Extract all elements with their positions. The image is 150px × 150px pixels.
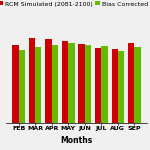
Bar — [29, 38, 35, 123]
Bar — [128, 43, 134, 123]
Bar — [85, 45, 91, 123]
Bar — [68, 43, 75, 123]
Bar — [52, 45, 58, 123]
Bar — [134, 47, 141, 123]
Bar — [19, 50, 25, 123]
Bar — [111, 49, 118, 123]
Bar — [12, 45, 19, 123]
Legend: RCM Simulated (2081-2100), Bias Corrected (2081-2: RCM Simulated (2081-2100), Bias Correcte… — [0, 1, 150, 6]
Bar — [95, 48, 101, 123]
X-axis label: Months: Months — [60, 136, 93, 145]
Bar — [62, 41, 68, 123]
Bar — [78, 44, 85, 123]
Bar — [35, 47, 42, 123]
Bar — [118, 51, 124, 123]
Bar — [45, 39, 52, 123]
Bar — [101, 46, 108, 123]
